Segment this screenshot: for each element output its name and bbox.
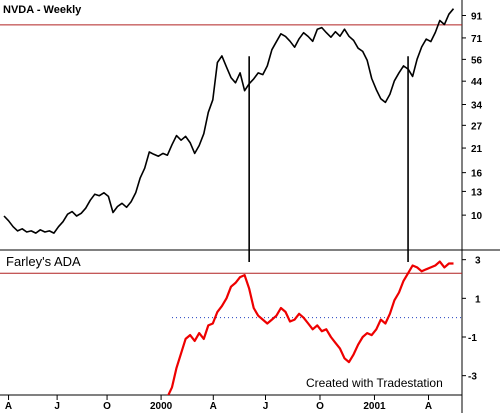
date-x-axis: A J O 2000 A J O 2001 A xyxy=(5,395,432,412)
price-chart-title: NVDA - Weekly xyxy=(3,4,82,16)
indicator-tick-label: 3 xyxy=(475,256,481,267)
price-tick-label: 10 xyxy=(471,211,483,222)
ada-line xyxy=(167,260,454,395)
date-tick-label: A xyxy=(210,401,217,412)
date-tick-label: O xyxy=(103,401,111,412)
date-tick-label: O xyxy=(316,401,324,412)
indicator-plot xyxy=(167,260,454,395)
indicator-y-axis: 3 1 -1 -3 xyxy=(462,256,481,383)
price-y-axis: 10 13 16 21 27 34 44 56 71 91 xyxy=(462,11,483,222)
price-tick-label: 21 xyxy=(471,144,483,155)
date-tick-label: J xyxy=(54,401,60,412)
indicator-tick-label: 1 xyxy=(475,294,481,305)
indicator-title: Farley's ADA xyxy=(6,254,81,269)
price-line xyxy=(3,8,455,234)
price-tick-label: 34 xyxy=(471,100,483,111)
reference-lines xyxy=(0,24,462,319)
price-tick-label: 44 xyxy=(471,77,483,88)
credit-annotation: Created with Tradestation xyxy=(306,376,443,390)
indicator-tick-label: -3 xyxy=(468,372,477,383)
date-tick-label: J xyxy=(263,401,269,412)
date-tick-label: 2000 xyxy=(150,401,173,412)
price-tick-label: 16 xyxy=(471,169,483,180)
price-tick-label: 27 xyxy=(471,121,483,132)
date-tick-label: A xyxy=(425,401,432,412)
date-tick-label: 2001 xyxy=(363,401,386,412)
price-tick-label: 56 xyxy=(471,55,483,66)
price-tick-label: 91 xyxy=(471,11,483,22)
date-tick-label: A xyxy=(5,401,12,412)
price-tick-label: 71 xyxy=(471,34,483,45)
indicator-tick-label: -1 xyxy=(468,333,477,344)
price-tick-label: 13 xyxy=(471,187,483,198)
price-plot xyxy=(3,8,455,234)
signal-markers xyxy=(248,56,409,262)
